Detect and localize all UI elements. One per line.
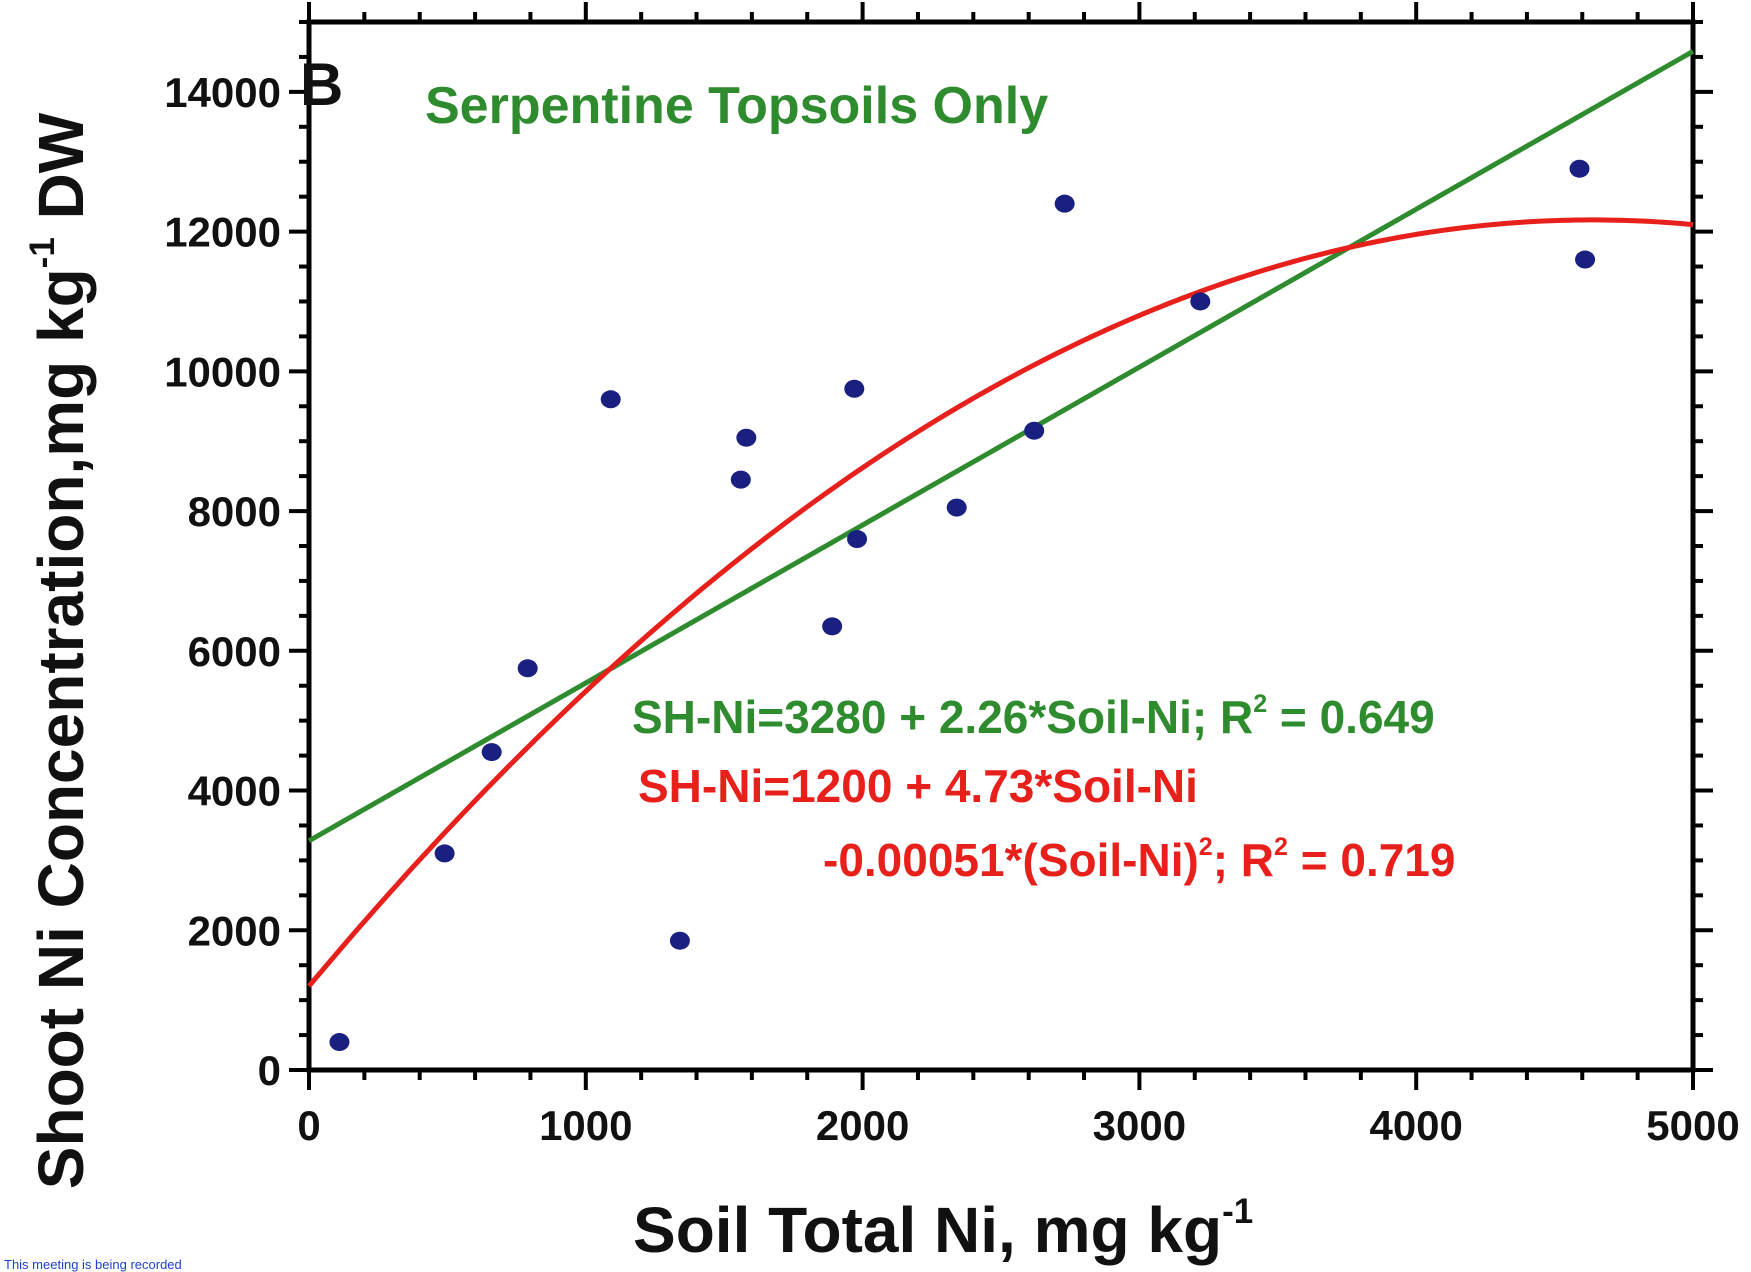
x-tick-label: 1000 bbox=[539, 1102, 632, 1149]
plot-frame bbox=[306, 19, 1696, 1073]
data-point bbox=[847, 530, 868, 549]
equation-segment: SH-Ni=3280 + 2.26*Soil-Ni; R bbox=[632, 691, 1253, 743]
data-point bbox=[1054, 194, 1075, 213]
data-point bbox=[600, 390, 621, 409]
tick-labels: 0 1000 2000 3000 4000 5000 0 2000 4000 6000 8000 10… bbox=[164, 69, 1740, 1149]
y-axis-label: Shoot Ni Concentration,mg kg-1 DW bbox=[23, 112, 97, 1189]
superscript: -1 bbox=[1222, 1192, 1253, 1231]
axis-ticks bbox=[289, 2, 1713, 1090]
data-point bbox=[517, 659, 538, 678]
y-tick-label: 6000 bbox=[188, 628, 281, 675]
y-tick-label: 4000 bbox=[188, 768, 281, 815]
scatter-points bbox=[329, 159, 1596, 1052]
recording-notice: This meeting is being recorded bbox=[4, 1257, 182, 1272]
y-tick-label: 0 bbox=[258, 1047, 281, 1094]
data-point bbox=[669, 931, 690, 950]
quadratic-fit-equation-line1: SH-Ni=1200 + 4.73*Soil-Ni bbox=[638, 760, 1198, 812]
equation-segment: SH-Ni=1200 + 4.73*Soil-Ni bbox=[638, 760, 1198, 812]
data-point bbox=[1190, 292, 1211, 311]
y-tick-label: 8000 bbox=[188, 488, 281, 535]
equation-segment: = 0.719 bbox=[1288, 834, 1456, 886]
superscript: -1 bbox=[23, 237, 62, 268]
panel-label: B bbox=[300, 51, 343, 118]
equation-segment: = 0.649 bbox=[1267, 691, 1435, 743]
superscript: 2 bbox=[1253, 690, 1267, 718]
data-point bbox=[730, 470, 751, 489]
y-tick-label: 12000 bbox=[164, 209, 281, 256]
equation-segment: -0.00051*(Soil-Ni) bbox=[823, 834, 1199, 886]
x-tick-label: 3000 bbox=[1093, 1102, 1186, 1149]
data-point bbox=[844, 379, 865, 398]
data-point bbox=[1569, 159, 1590, 178]
data-point bbox=[822, 617, 843, 636]
superscript: 2 bbox=[1199, 833, 1213, 861]
data-point bbox=[1575, 250, 1596, 269]
x-axis-label: Soil Total Ni, mg kg-1 bbox=[633, 1192, 1253, 1266]
x-tick-label: 0 bbox=[297, 1102, 320, 1149]
data-point bbox=[329, 1033, 350, 1052]
y-tick-label: 2000 bbox=[188, 907, 281, 954]
fit-lines bbox=[307, 49, 1695, 988]
data-point bbox=[434, 844, 455, 863]
data-point bbox=[946, 498, 967, 517]
equation-segment: Soil Total Ni, mg kg bbox=[633, 1194, 1222, 1266]
quadratic-fit-equation-line2: -0.00051*(Soil-Ni)2; R2 = 0.719 bbox=[823, 833, 1455, 886]
chart-title: Serpentine Topsoils Only bbox=[425, 77, 1048, 135]
linear-fit-equation: SH-Ni=3280 + 2.26*Soil-Ni; R2 = 0.649 bbox=[632, 690, 1435, 743]
equation-segment: ; R bbox=[1213, 834, 1274, 886]
y-tick-label: 14000 bbox=[164, 69, 281, 116]
equation-segment: Shoot Ni Concentration,mg kg bbox=[25, 268, 97, 1189]
equation-segment: DW bbox=[25, 112, 97, 237]
y-tick-label: 10000 bbox=[164, 348, 281, 395]
x-tick-label: 4000 bbox=[1369, 1102, 1462, 1149]
quadratic-fit-line bbox=[307, 217, 1694, 988]
data-point bbox=[736, 428, 757, 447]
data-point bbox=[481, 743, 502, 762]
linear-fit-line bbox=[307, 49, 1695, 844]
x-tick-label: 2000 bbox=[816, 1102, 909, 1149]
superscript: 2 bbox=[1274, 833, 1288, 861]
x-tick-label: 5000 bbox=[1646, 1102, 1739, 1149]
data-point bbox=[1024, 421, 1045, 440]
